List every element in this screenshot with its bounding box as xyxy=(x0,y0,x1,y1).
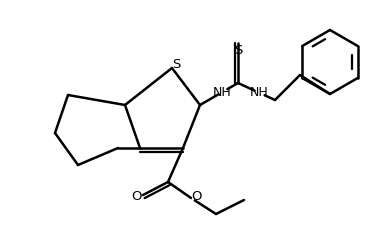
Text: NH: NH xyxy=(213,86,232,99)
Text: O: O xyxy=(192,190,202,202)
Text: S: S xyxy=(234,44,242,56)
Text: O: O xyxy=(131,191,141,204)
Text: S: S xyxy=(172,58,180,70)
Text: NH: NH xyxy=(250,86,269,99)
